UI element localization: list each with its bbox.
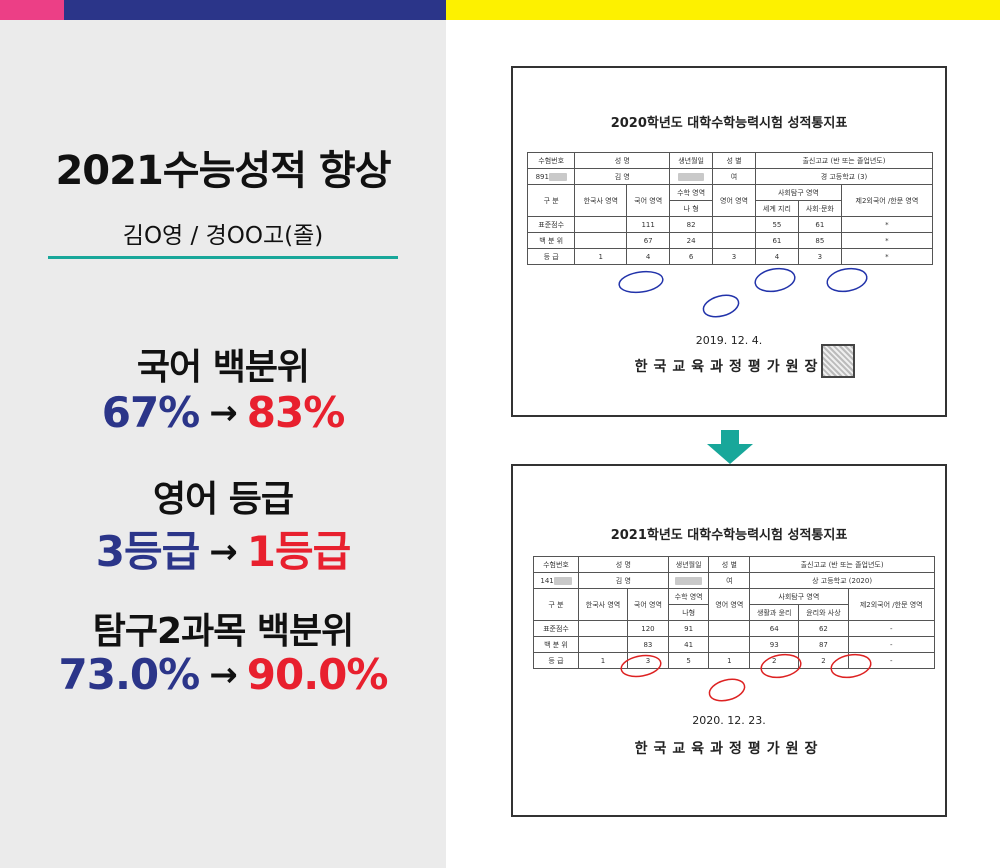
th-foreign: 제2외국어 /한문 영역 [840,184,934,217]
student-subline: 김O영 / 경OO고(졸) [122,223,324,249]
down-arrow-icon [707,430,753,464]
th-english: 영어 영역 [708,588,751,621]
score-table: 수험번호 성 명 생년월일 성 별 출신고교 (반 또는 졸업년도) 14100… [533,556,935,669]
circle-mark [708,678,746,702]
report-title: 2021학년도 대학수학능력시험 성적통지표 [610,528,848,543]
stat-label-english: 영어 등급 [152,479,294,520]
th-name: 성 명 [577,556,669,573]
stat-from: 73.0% [58,650,201,699]
table-row: 표준점수 120 91 64 62 - [533,620,935,637]
top-bar-yellow-segment [446,0,1000,20]
circle-mark [618,270,664,294]
score-report-2020: 2020학년도 대학수학능력시험 성적통지표 수험번호 성 명 생년월일 성 별… [511,66,947,417]
stat-to: 1등급 [246,527,352,576]
th-exam-no: 수험번호 [533,556,579,573]
student-name: 김 영 [577,572,669,589]
th-sub2: 사회·문화 [797,200,842,217]
th-sex: 성 별 [708,556,751,573]
th-birth: 생년월일 [667,556,710,573]
score-report-2021: 2021학년도 대학수학능력시험 성적통지표 수험번호 성 명 생년월일 성 별… [511,464,947,817]
th-birth: 생년월일 [669,152,714,169]
stat-to: 90.0% [246,650,389,699]
birth-blurred: 000000 [669,168,714,185]
headline: 2021수능성적 향상 [55,148,391,194]
th-history: 한국사 영역 [574,184,628,217]
th-category: 구 분 [533,588,579,621]
report-date: 2019. 12. 4. [695,334,763,347]
th-exam-no: 수험번호 [526,152,576,169]
th-school: 출신고교 (반 또는 졸업년도) [749,556,935,573]
th-social: 사회탐구 영역 [749,588,849,605]
student-school: 상 고등학교 (2020) [749,572,935,589]
circle-mark [826,267,868,293]
circle-mark [702,294,740,318]
stat-from: 67% [101,388,201,437]
th-math: 수학 영역 [667,588,710,605]
table-row: 백 분 위 67 24 61 85 * [526,232,934,249]
th-math-type: 나 형 [669,200,714,217]
student-sex: 여 [708,572,751,589]
table-row: 표준점수 111 82 55 61 * [526,216,934,233]
th-korean: 국어 영역 [627,588,669,621]
stat-value-english: 3등급 → 1등급 [0,518,446,579]
report-title: 2020학년도 대학수학능력시험 성적통지표 [610,116,848,131]
exam-no: 8910000 [526,168,576,185]
top-color-bar [0,0,1000,20]
stat-label-korean: 국어 백분위 [136,347,310,388]
stat-value-inquiry: 73.0% → 90.0% [0,650,446,699]
circle-mark [754,267,796,293]
th-school: 출신고교 (반 또는 졸업년도) [754,152,934,169]
teal-divider [48,256,398,259]
stat-from: 3등급 [95,527,201,576]
arrow-right-icon: → [209,655,237,695]
th-sub2: 윤리와 사상 [798,604,849,621]
arrow-right-icon: → [209,393,237,433]
student-school: 경 고등학교 (3) [754,168,934,185]
th-sub1: 세계 지리 [754,200,799,217]
stat-label-inquiry: 탐구2과목 백분위 [92,611,354,652]
th-english: 영어 영역 [712,184,756,217]
th-name: 성 명 [574,152,671,169]
th-social: 사회탐구 영역 [754,184,842,201]
official-seal [821,344,855,378]
th-sex: 성 별 [712,152,756,169]
stat-to: 83% [246,388,346,437]
score-table: 수험번호 성 명 생년월일 성 별 출신고교 (반 또는 졸업년도) 89100… [526,152,934,265]
th-foreign: 제2외국어 /한문 영역 [847,588,935,621]
table-row: 등 급 1 3 5 1 2 2 - [533,652,935,669]
student-name: 김 영 [574,168,671,185]
table-row: 백 분 위 83 41 93 87 - [533,636,935,653]
table-row: 등 급 1 4 6 3 4 3 * [526,248,934,265]
top-bar-pink-segment [0,0,64,20]
exam-no: 1410000 [533,572,579,589]
report-issuer: 한국교육과정평가원장 [634,741,824,757]
arrow-right-icon: → [209,532,237,572]
report-date: 2020. 12. 23. [692,714,766,727]
th-category: 구 분 [526,184,576,217]
report-issuer: 한국교육과정평가원장 [634,359,824,375]
student-sex: 여 [712,168,756,185]
summary-panel: 2021수능성적 향상 김O영 / 경OO고(졸) 국어 백분위 67% → 83%… [0,20,446,868]
birth-blurred: 000000 [667,572,710,589]
stat-value-korean: 67% → 83% [0,388,446,437]
th-math: 수학 영역 [669,184,714,201]
top-bar-navy-segment [64,0,446,20]
th-math-type: 나형 [667,604,710,621]
th-sub1: 생활과 윤리 [749,604,800,621]
th-korean: 국어 영역 [626,184,671,217]
th-history: 한국사 영역 [577,588,629,621]
